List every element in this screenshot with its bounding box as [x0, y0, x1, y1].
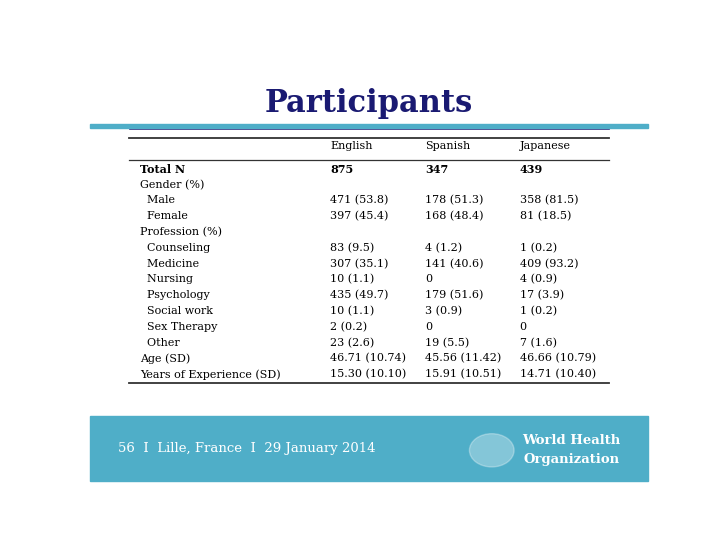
Bar	[90, 416, 648, 481]
Text: 307 (35.1): 307 (35.1)	[330, 259, 388, 269]
Text: 347: 347	[425, 164, 448, 175]
Text: Age (SD): Age (SD)	[140, 353, 191, 364]
Text: 178 (51.3): 178 (51.3)	[425, 195, 483, 206]
Text: 46.66 (10.79): 46.66 (10.79)	[520, 353, 595, 363]
Text: 358 (81.5): 358 (81.5)	[520, 195, 578, 206]
Text: Gender (%): Gender (%)	[140, 180, 204, 190]
Text: 23 (2.6): 23 (2.6)	[330, 338, 374, 348]
Text: Nursing: Nursing	[140, 274, 193, 285]
Text: 0: 0	[425, 322, 432, 332]
Text: 4 (0.9): 4 (0.9)	[520, 274, 557, 285]
Text: World Health: World Health	[522, 434, 620, 447]
Text: English: English	[330, 141, 372, 151]
Text: 168 (48.4): 168 (48.4)	[425, 211, 483, 221]
Text: Psychology: Psychology	[140, 290, 210, 300]
Text: 45.56 (11.42): 45.56 (11.42)	[425, 353, 501, 363]
Text: Japanese: Japanese	[520, 141, 571, 151]
Text: 10 (1.1): 10 (1.1)	[330, 306, 374, 316]
Text: Total N: Total N	[140, 164, 185, 175]
Text: 17 (3.9): 17 (3.9)	[520, 290, 564, 300]
Text: 81 (18.5): 81 (18.5)	[520, 211, 571, 221]
Text: 409 (93.2): 409 (93.2)	[520, 259, 578, 269]
Text: 4 (1.2): 4 (1.2)	[425, 243, 462, 253]
Circle shape	[469, 434, 514, 467]
Text: Other: Other	[140, 338, 180, 348]
Text: Social work: Social work	[140, 306, 213, 316]
Text: 141 (40.6): 141 (40.6)	[425, 259, 483, 269]
Text: Medicine: Medicine	[140, 259, 199, 268]
Bar	[90, 124, 648, 128]
Text: 471 (53.8): 471 (53.8)	[330, 195, 388, 206]
Text: 1 (0.2): 1 (0.2)	[520, 243, 557, 253]
Text: 435 (49.7): 435 (49.7)	[330, 290, 388, 300]
Text: 46.71 (10.74): 46.71 (10.74)	[330, 353, 406, 363]
Text: Female: Female	[140, 211, 188, 221]
Text: Counseling: Counseling	[140, 243, 210, 253]
Text: 875: 875	[330, 164, 354, 175]
Text: 19 (5.5): 19 (5.5)	[425, 338, 469, 348]
Text: 56  I  Lille, France  I  29 January 2014: 56 I Lille, France I 29 January 2014	[118, 442, 375, 455]
Text: Participants: Participants	[265, 87, 473, 119]
Text: 0: 0	[520, 322, 527, 332]
Text: 3 (0.9): 3 (0.9)	[425, 306, 462, 316]
Text: 2 (0.2): 2 (0.2)	[330, 322, 367, 332]
Text: 83 (9.5): 83 (9.5)	[330, 243, 374, 253]
Text: Spanish: Spanish	[425, 141, 470, 151]
Text: Sex Therapy: Sex Therapy	[140, 322, 217, 332]
Text: 7 (1.6): 7 (1.6)	[520, 338, 557, 348]
Text: 1 (0.2): 1 (0.2)	[520, 306, 557, 316]
Text: Male: Male	[140, 195, 175, 205]
Text: Organization: Organization	[524, 454, 620, 467]
Text: 10 (1.1): 10 (1.1)	[330, 274, 374, 285]
Text: Years of Experience (SD): Years of Experience (SD)	[140, 369, 281, 380]
Text: 15.91 (10.51): 15.91 (10.51)	[425, 369, 501, 380]
Text: 0: 0	[425, 274, 432, 285]
Text: 397 (45.4): 397 (45.4)	[330, 211, 388, 221]
Text: 439: 439	[520, 164, 543, 175]
Text: Profession (%): Profession (%)	[140, 227, 222, 237]
Text: 15.30 (10.10): 15.30 (10.10)	[330, 369, 406, 380]
Text: 179 (51.6): 179 (51.6)	[425, 290, 483, 300]
Text: 14.71 (10.40): 14.71 (10.40)	[520, 369, 595, 380]
